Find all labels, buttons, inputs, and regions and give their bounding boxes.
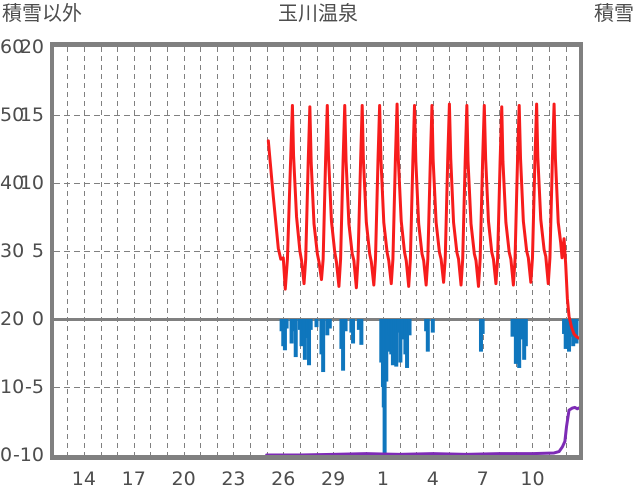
right-axis-title: 積雪 [594, 1, 634, 25]
precip-bar [480, 319, 485, 334]
precip-bar [343, 319, 348, 332]
right-tick-label: 50 [0, 104, 25, 126]
precip-bar [405, 319, 410, 368]
left-tick-label: 5 [31, 240, 44, 262]
right-tick-label: 60 [0, 36, 25, 58]
x-tick-label: 14 [71, 468, 96, 490]
left-tick-label: 15 [19, 104, 44, 126]
x-tick-label: 10 [520, 468, 545, 490]
x-tick-label: 4 [426, 468, 439, 490]
left-tick-label: 0 [31, 308, 44, 330]
precip-bar [341, 319, 346, 371]
precip-bar [359, 319, 364, 345]
precip-bar [523, 319, 528, 347]
precip-bar [382, 319, 387, 454]
page-title: 玉川温泉 [278, 1, 358, 25]
precip-bar [321, 319, 326, 373]
plot-svg [54, 47, 579, 455]
precip-bar [308, 319, 313, 330]
x-tick-label: 23 [221, 468, 246, 490]
precip-bar [398, 319, 403, 363]
left-axis-title: 積雪以外 [2, 1, 82, 25]
precip-bar [519, 319, 524, 340]
precip-bar [293, 319, 298, 358]
precipitation-bars [279, 319, 579, 454]
precip-bar [302, 319, 307, 360]
x-tick-label: 29 [321, 468, 346, 490]
precip-bar [351, 319, 356, 344]
precip-bar [425, 319, 430, 352]
precip-bar [574, 319, 579, 344]
precip-bar [307, 319, 312, 366]
x-tick-label: 26 [271, 468, 296, 490]
temperature-line [266, 102, 579, 340]
right-tick-label: 0 [0, 444, 13, 466]
precip-bar [282, 319, 287, 351]
precip-bar [325, 319, 330, 336]
precip-bar [327, 319, 332, 329]
left-tick-label: 10 [19, 172, 44, 194]
x-tick-label: 7 [476, 468, 489, 490]
precip-bar [284, 319, 289, 329]
precip-bar [314, 319, 319, 328]
x-tick-label: 20 [171, 468, 196, 490]
precip-bar [356, 319, 361, 330]
x-tick-label: 17 [121, 468, 146, 490]
left-tick-label: -5 [25, 376, 44, 398]
precip-bar [407, 319, 412, 336]
left-tick-label: 20 [19, 36, 44, 58]
precip-bar [478, 319, 483, 352]
precip-bar [291, 319, 296, 332]
right-tick-label: 20 [0, 308, 25, 330]
precip-bar [517, 319, 522, 368]
snow-depth-line [265, 405, 579, 455]
plot-area [50, 42, 583, 460]
right-tick-label: 40 [0, 172, 25, 194]
right-tick-label: 10 [0, 376, 25, 398]
left-tick-label: -10 [12, 444, 44, 466]
precip-bar [400, 319, 405, 340]
precip-bar [394, 319, 399, 367]
x-tick-label: 1 [376, 468, 389, 490]
plot-inner [54, 47, 579, 455]
precip-bar [510, 319, 515, 337]
right-tick-label: 30 [0, 240, 25, 262]
precip-bar [430, 319, 435, 333]
